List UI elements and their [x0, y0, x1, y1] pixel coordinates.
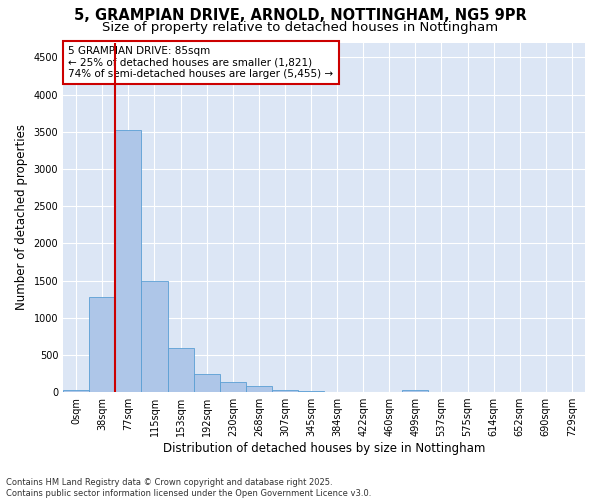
Bar — [194, 374, 220, 392]
X-axis label: Distribution of detached houses by size in Nottingham: Distribution of detached houses by size … — [163, 442, 485, 455]
Y-axis label: Number of detached properties: Number of detached properties — [15, 124, 28, 310]
Bar — [115, 130, 142, 392]
Bar — [167, 348, 194, 392]
Text: Size of property relative to detached houses in Nottingham: Size of property relative to detached ho… — [102, 21, 498, 34]
Bar — [63, 390, 89, 392]
Text: 5, GRAMPIAN DRIVE, ARNOLD, NOTTINGHAM, NG5 9PR: 5, GRAMPIAN DRIVE, ARNOLD, NOTTINGHAM, N… — [74, 8, 526, 22]
Text: Contains HM Land Registry data © Crown copyright and database right 2025.
Contai: Contains HM Land Registry data © Crown c… — [6, 478, 371, 498]
Bar — [246, 386, 272, 392]
Bar — [89, 297, 115, 392]
Bar — [142, 282, 167, 392]
Text: 5 GRAMPIAN DRIVE: 85sqm
← 25% of detached houses are smaller (1,821)
74% of semi: 5 GRAMPIAN DRIVE: 85sqm ← 25% of detache… — [68, 46, 334, 79]
Bar — [403, 390, 428, 392]
Bar — [220, 382, 246, 392]
Bar — [272, 390, 298, 392]
Bar — [298, 390, 324, 392]
